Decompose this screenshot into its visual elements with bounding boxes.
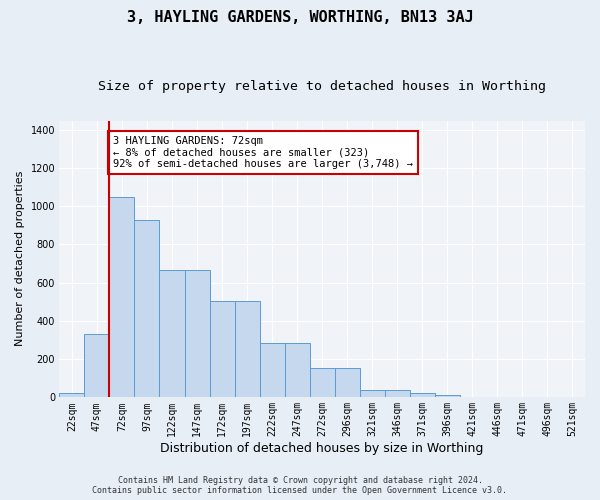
Title: Size of property relative to detached houses in Worthing: Size of property relative to detached ho…	[98, 80, 546, 93]
Text: Contains HM Land Registry data © Crown copyright and database right 2024.
Contai: Contains HM Land Registry data © Crown c…	[92, 476, 508, 495]
Bar	[385, 390, 410, 397]
Text: 3, HAYLING GARDENS, WORTHING, BN13 3AJ: 3, HAYLING GARDENS, WORTHING, BN13 3AJ	[127, 10, 473, 25]
Bar	[360, 390, 385, 397]
Bar	[85, 334, 109, 397]
X-axis label: Distribution of detached houses by size in Worthing: Distribution of detached houses by size …	[160, 442, 484, 455]
Bar	[59, 393, 85, 397]
Bar	[435, 395, 460, 397]
Bar	[235, 300, 260, 397]
Bar	[310, 368, 335, 397]
Text: 3 HAYLING GARDENS: 72sqm
← 8% of detached houses are smaller (323)
92% of semi-d: 3 HAYLING GARDENS: 72sqm ← 8% of detache…	[113, 136, 413, 169]
Bar	[260, 342, 284, 397]
Bar	[209, 300, 235, 397]
Bar	[335, 368, 360, 397]
Bar	[410, 393, 435, 397]
Bar	[185, 270, 209, 397]
Bar	[284, 342, 310, 397]
Bar	[134, 220, 160, 397]
Bar	[109, 197, 134, 397]
Y-axis label: Number of detached properties: Number of detached properties	[15, 171, 25, 346]
Bar	[160, 270, 185, 397]
